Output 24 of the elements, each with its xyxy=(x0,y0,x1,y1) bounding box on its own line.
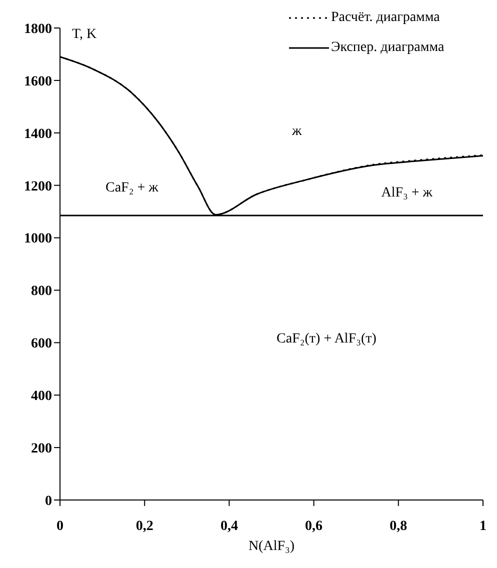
y-tick-label: 1800 xyxy=(24,22,52,37)
x-axis-title: N(AlF₃) xyxy=(248,539,295,554)
legend-label: Расчёт. диаграмма xyxy=(331,10,440,26)
legend-label: Экспер. диаграмма xyxy=(331,40,444,56)
y-tick-label: 200 xyxy=(31,442,52,457)
y-tick-label: 1600 xyxy=(24,74,52,90)
annotation: AlF₃ + ж xyxy=(381,185,433,200)
x-tick-label: 0,4 xyxy=(220,518,238,534)
x-tick-label: 0,8 xyxy=(390,518,408,534)
y-tick-label: 400 xyxy=(31,389,52,404)
y-tick-label: 1000 xyxy=(24,232,52,247)
annotation: ж xyxy=(291,124,302,140)
x-tick-label: 0,6 xyxy=(305,518,323,534)
y-axis-title: T, K xyxy=(72,27,97,42)
x-tick-label: 0 xyxy=(56,518,64,534)
x-tick-label: 1 xyxy=(480,518,486,534)
annotation: CaF₂ + ж xyxy=(106,180,159,196)
y-tick-label: 1400 xyxy=(24,126,52,142)
y-tick-label: 800 xyxy=(31,284,52,300)
annotation: CaF₂(т) + AlF₃(т) xyxy=(276,332,377,347)
y-tick-label: 0 xyxy=(45,494,52,509)
y-tick-label: 1200 xyxy=(24,179,52,194)
y-tick-label: 600 xyxy=(31,336,52,352)
x-tick-label: 0,2 xyxy=(136,518,154,534)
